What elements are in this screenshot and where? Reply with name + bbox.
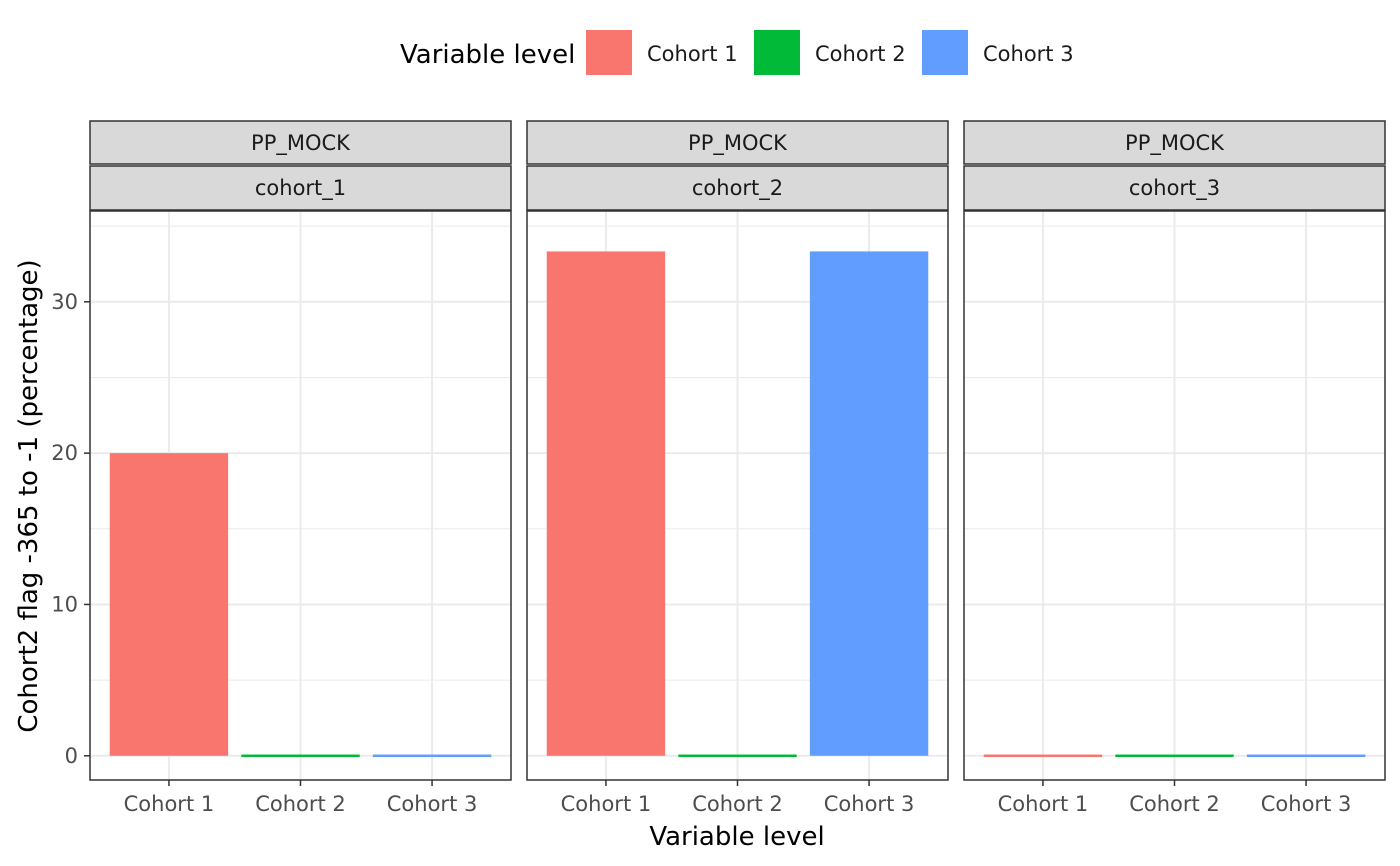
x-tick-label: Cohort 1	[561, 792, 652, 816]
strip-top-label-3: PP_MOCK	[1125, 131, 1225, 156]
facet-panels: PP_MOCK cohort_1 Cohort 1 Cohort 2 Cohort 3 0…	[51, 120, 1386, 816]
bar-cohort_1-cohort-2	[241, 754, 360, 758]
legend-label-2: Cohort 2	[815, 42, 906, 66]
legend-label-1: Cohort 1	[647, 42, 738, 66]
legend-key-3	[922, 30, 968, 75]
legend-key-1	[586, 30, 632, 75]
x-tick-label: Cohort 3	[824, 792, 915, 816]
bar-cohort_2-cohort-1	[546, 251, 666, 756]
strip-top-label-1: PP_MOCK	[251, 131, 351, 156]
bar-cohort_1-cohort-1	[109, 453, 229, 756]
bar-cohort_1-cohort-3	[372, 754, 492, 758]
legend-key-2	[754, 30, 800, 75]
legend-label-3: Cohort 3	[983, 42, 1074, 66]
bar-cohort_3-cohort-2	[1115, 754, 1234, 758]
facet-panel-2: PP_MOCK cohort_2 Cohort 1 Cohort 2 Cohort 3	[526, 120, 949, 816]
bar-cohort_2-cohort-3	[809, 251, 929, 756]
y-tick-label: 0	[65, 744, 78, 768]
bar-cohort_2-cohort-2	[678, 754, 797, 758]
x-tick-label: Cohort 1	[998, 792, 1089, 816]
x-axis-title: Variable level	[649, 822, 824, 852]
bar-cohort_3-cohort-1	[983, 754, 1103, 758]
facet-panel-3: PP_MOCK cohort_3 Cohort 1 Cohort 2 Cohort 3	[963, 120, 1386, 816]
strip-top-1	[89, 120, 512, 165]
strip-bottom-1	[89, 165, 512, 211]
y-tick-label: 20	[51, 441, 78, 465]
strip-bottom-2	[526, 165, 949, 211]
strip-top-2	[526, 120, 949, 165]
x-tick-label: Cohort 3	[387, 792, 478, 816]
y-tick-label: 10	[51, 592, 78, 616]
strip-bottom-label-3: cohort_3	[1129, 176, 1220, 201]
x-tick-label: Cohort 1	[124, 792, 215, 816]
strip-bottom-label-2: cohort_2	[692, 176, 783, 201]
legend-title: Variable level	[400, 40, 575, 70]
facet-panel-1: PP_MOCK cohort_1 Cohort 1 Cohort 2 Cohort 3 0…	[51, 120, 512, 816]
strip-top-label-2: PP_MOCK	[688, 131, 788, 156]
strip-bottom-label-1: cohort_1	[255, 176, 346, 201]
y-axis-title: Cohort2 flag -365 to -1 (percentage)	[14, 259, 44, 732]
strip-bottom-3	[963, 165, 1386, 211]
bar-cohort_3-cohort-3	[1246, 754, 1366, 758]
y-tick-label: 30	[51, 290, 78, 314]
x-tick-label: Cohort 2	[1129, 792, 1220, 816]
x-tick-label: Cohort 3	[1261, 792, 1352, 816]
x-tick-label: Cohort 2	[255, 792, 346, 816]
strip-top-3	[963, 120, 1386, 165]
legend: Variable level Cohort 1 Cohort 2 Cohort 3	[400, 30, 1074, 75]
x-tick-label: Cohort 2	[692, 792, 783, 816]
